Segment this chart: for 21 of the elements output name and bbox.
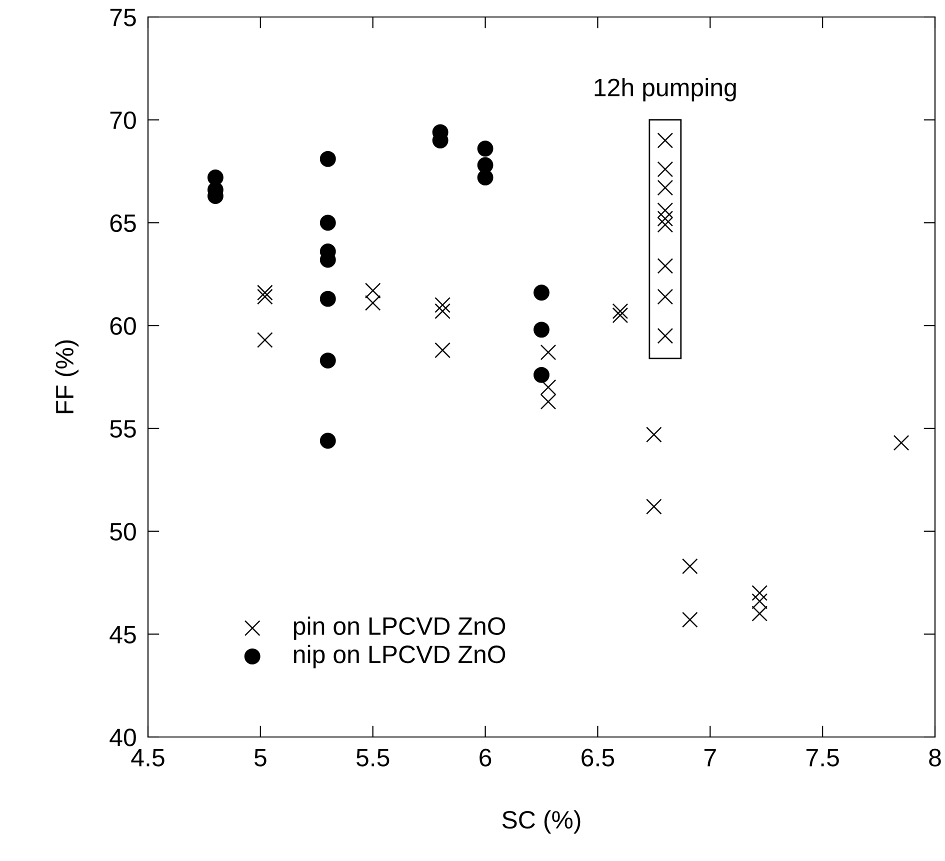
annotation: 12h pumping — [594, 78, 736, 102]
x-tick-label: 6.5 — [582, 748, 614, 766]
x-tick-label: 4.5 — [131, 749, 164, 766]
y-tick-label: 50 — [110, 522, 136, 541]
x-tick-label: 8 — [929, 748, 941, 766]
y-tick-label: 70 — [110, 111, 136, 130]
x-tick-label: 7.5 — [806, 749, 839, 766]
x-tick-label: 5 — [254, 749, 266, 766]
x-tick-label: 5.5 — [356, 749, 390, 766]
y-tick-label: 75 — [110, 8, 136, 26]
legend-label: pin on LPCVD ZnO — [294, 616, 506, 640]
legend-label: nip on LPCVD ZnO — [294, 644, 506, 668]
y-tick-label: 55 — [110, 420, 136, 438]
y-tick-label: 65 — [110, 214, 136, 232]
y-axis-title: FF (%) — [55, 340, 79, 414]
y-tick-label: 40 — [110, 728, 136, 746]
x-axis-title: SC (%) — [502, 810, 580, 834]
x-tick-label: 7 — [704, 749, 716, 766]
y-tick-label: 45 — [110, 626, 136, 644]
x-tick-label: 6 — [480, 748, 492, 766]
y-tick-label: 60 — [110, 317, 136, 335]
